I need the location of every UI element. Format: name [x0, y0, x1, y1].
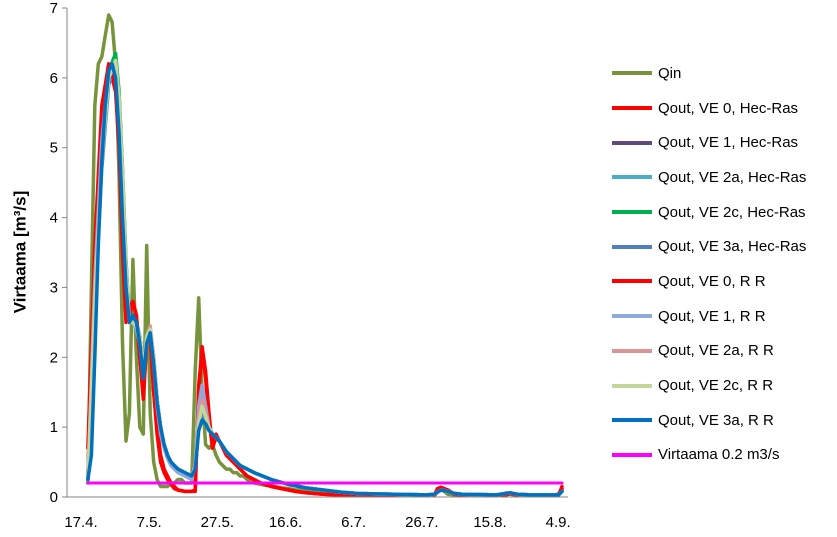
legend-label: Virtaama 0.2 m3/s: [658, 446, 780, 464]
legend-label: Qout, VE 1, R R: [658, 307, 766, 325]
x-tick-label: 4.9.: [546, 514, 571, 531]
x-tick-label: 26.7.: [405, 514, 438, 531]
legend-item: Qout, VE 3a, Hec-Ras: [612, 229, 837, 264]
legend-swatch: [612, 418, 652, 423]
legend-item: Virtaama 0.2 m3/s: [612, 438, 837, 473]
legend-item: Qout, VE 2c, R R: [612, 368, 837, 403]
legend-item: Qout, VE 3a, R R: [612, 403, 837, 438]
plot-lines: [86, 13, 564, 498]
legend-label: Qout, VE 2c, Hec-Ras: [658, 203, 806, 221]
legend-item: Qout, VE 1, R R: [612, 299, 837, 334]
legend-swatch: [612, 348, 652, 353]
legend-item: Qout, VE 2a, R R: [612, 334, 837, 369]
legend-label: Qout, VE 2c, R R: [658, 377, 774, 395]
y-tick-label: 7: [50, 0, 58, 17]
legend-swatch: [612, 71, 652, 76]
legend-swatch: [612, 210, 652, 215]
legend-swatch: [612, 244, 652, 249]
y-tick-label: 3: [50, 279, 58, 296]
y-tick-label: 2: [50, 349, 58, 366]
legend-item: Qin: [612, 56, 837, 91]
y-tick-label: 6: [50, 70, 58, 87]
y-tick-label: 0: [50, 489, 58, 506]
legend-swatch: [612, 106, 652, 111]
legend: Qin Qout, VE 0, Hec-Ras Qout, VE 1, Hec-Ra…: [612, 56, 837, 472]
legend-swatch: [612, 279, 652, 284]
legend-label: Qout, VE 0, Hec-Ras: [658, 99, 799, 117]
series-line-7: [86, 62, 564, 497]
legend-swatch: [612, 452, 652, 457]
legend-item: Qout, VE 0, R R: [612, 264, 837, 299]
y-axis-label: Virtaama [m³/s]: [10, 191, 29, 314]
y-tick-label: 5: [50, 140, 58, 157]
x-ticks: 17.4. 7.5. 27.5. 16.6. 6.7. 26.7. 15.8. 4.9.: [64, 514, 570, 531]
x-tick-label: 7.5.: [137, 514, 162, 531]
x-tick-label: 16.6.: [269, 514, 302, 531]
x-tick-label: 15.8.: [473, 514, 506, 531]
legend-item: Qout, VE 0, Hec-Ras: [612, 91, 837, 126]
x-tick-label: 17.4.: [64, 514, 97, 531]
legend-label: Qout, VE 3a, Hec-Ras: [658, 238, 807, 256]
x-tick-label: 27.5.: [201, 514, 234, 531]
series-line-10: [86, 62, 564, 497]
legend-swatch: [612, 140, 652, 145]
y-tick-label: 1: [50, 419, 58, 436]
legend-item: Qout, VE 1, Hec-Ras: [612, 125, 837, 160]
legend-swatch: [612, 314, 652, 319]
legend-label: Qout, VE 2a, R R: [658, 342, 774, 360]
legend-label: Qout, VE 2a, Hec-Ras: [658, 168, 807, 186]
legend-label: Qout, VE 1, Hec-Ras: [658, 134, 799, 152]
y-tick-label: 4: [50, 210, 58, 227]
x-tick-label: 6.7.: [341, 514, 366, 531]
legend-item: Qout, VE 2c, Hec-Ras: [612, 195, 837, 230]
legend-label: Qout, VE 0, R R: [658, 272, 766, 290]
legend-item: Qout, VE 2a, Hec-Ras: [612, 160, 837, 195]
legend-swatch: [612, 383, 652, 388]
legend-label: Qin: [658, 64, 682, 82]
legend-label: Qout, VE 3a, R R: [658, 411, 774, 429]
y-ticks: 0 1 2 3 4 5 6 7: [50, 0, 67, 506]
legend-swatch: [612, 175, 652, 180]
